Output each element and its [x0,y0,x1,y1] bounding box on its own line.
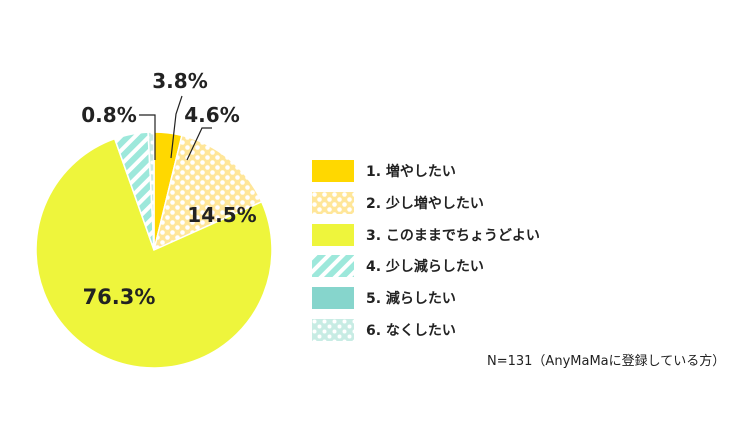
leader-line-6 [139,114,156,160]
leader-line-1 [170,95,183,159]
legend-item-1: 1. 増やしたい [312,160,456,182]
legend-swatch-4 [312,255,354,277]
legend-swatch-2 [312,192,354,214]
leader-line-4 [186,127,212,161]
legend-label-3: 3. このままでちょうどよい [366,228,540,244]
data-label-1: 3.8% [152,69,207,93]
legend-swatch-1 [312,160,354,182]
legend-item-3: 3. このままでちょうどよい [312,224,540,246]
legend-item-5: 5. 減らしたい [312,287,456,309]
legend-item-2: 2. 少し増やしたい [312,192,484,214]
legend-item-4: 4. 少し減らしたい [312,255,484,277]
legend-swatch-3 [312,224,354,246]
data-label-3: 76.3% [83,285,156,309]
legend-label-5: 5. 減らしたい [366,291,456,307]
legend-swatch-6 [312,319,354,341]
legend-item-6: 6. なくしたい [312,319,456,341]
pie-slice-3 [35,137,273,369]
data-label-4: 4.6% [184,103,239,127]
sample-note: N=131（AnyMaMaに登録している方） [487,354,726,369]
pie-slice-6 [147,131,155,251]
legend-label-1: 1. 増やしたい [366,164,456,180]
data-label-2: 14.5% [187,203,256,227]
legend-label-4: 4. 少し減らしたい [366,259,484,275]
pie-slice-2 [152,134,263,252]
legend-label-6: 6. なくしたい [366,323,456,339]
data-label-6: 0.8% [81,103,136,127]
legend-label-2: 2. 少し増やしたい [366,196,484,212]
legend-swatch-5 [312,287,354,309]
